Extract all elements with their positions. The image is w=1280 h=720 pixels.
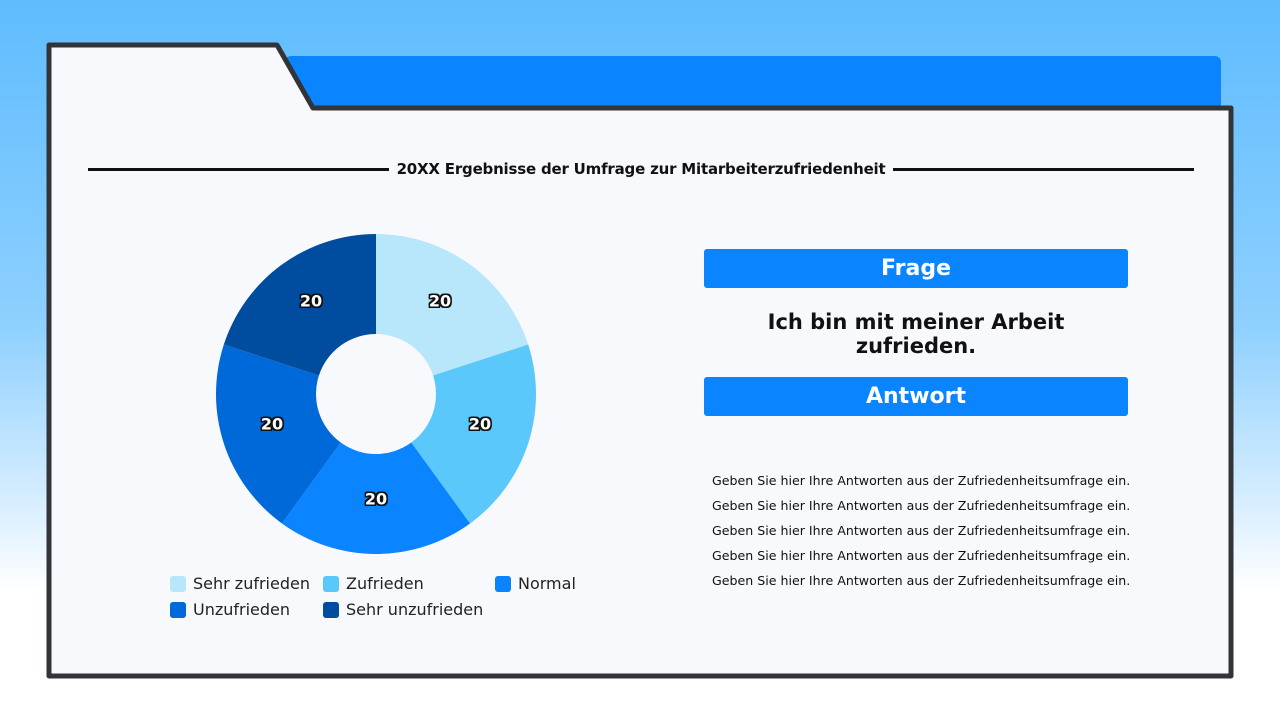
- answer-line: Geben Sie hier Ihre Antworten aus der Zu…: [712, 498, 1131, 513]
- legend-label: Sehr unzufrieden: [346, 600, 484, 619]
- legend-item-zufrieden[interactable]: Zufrieden: [323, 574, 424, 593]
- slice-normal[interactable]: [281, 442, 471, 555]
- slice-label-zufrieden: 20: [468, 414, 492, 434]
- answers-list: Geben Sie hier Ihre Antworten aus der Zu…: [712, 472, 1142, 597]
- question-header: Frage: [704, 249, 1128, 288]
- legend-item-normal[interactable]: Normal: [495, 574, 576, 593]
- slice-label-sehr-unzufrieden: 20: [299, 291, 323, 311]
- slice-sehr-zufrieden[interactable]: [376, 234, 529, 376]
- legend-swatch: [323, 601, 339, 618]
- page-title: 20XX Ergebnisse der Umfrage zur Mitarbei…: [396, 160, 886, 178]
- slice-sehr-unzufrieden[interactable]: [223, 234, 376, 376]
- answer-line: Geben Sie hier Ihre Antworten aus der Zu…: [712, 523, 1131, 538]
- slice-unzufrieden[interactable]: [215, 344, 341, 524]
- answer-line: Geben Sie hier Ihre Antworten aus der Zu…: [712, 473, 1131, 488]
- legend-item-unzufrieden[interactable]: Unzufrieden: [170, 600, 290, 619]
- answer-line: Geben Sie hier Ihre Antworten aus der Zu…: [712, 548, 1131, 563]
- legend-swatch: [170, 575, 186, 592]
- slice-label-normal: 20: [364, 489, 388, 509]
- slice-label-sehr-zufrieden: 20: [428, 291, 452, 311]
- legend-label: Sehr zufrieden: [193, 574, 310, 593]
- legend-swatch: [495, 575, 511, 592]
- legend-label: Normal: [518, 574, 576, 593]
- legend-item-sehr-unzufrieden[interactable]: Sehr unzufrieden: [323, 600, 483, 619]
- legend-label: Unzufrieden: [193, 600, 291, 619]
- title-rule-left: [88, 167, 389, 171]
- question-text: Ich bin mit meiner Arbeit zufrieden.: [767, 310, 1065, 358]
- legend-label: Zufrieden: [346, 574, 424, 593]
- legend-item-sehr-zufrieden[interactable]: Sehr zufrieden: [170, 574, 310, 593]
- legend-swatch: [323, 575, 339, 592]
- slice-zufrieden[interactable]: [411, 344, 537, 524]
- slice-label-unzufrieden: 20: [260, 414, 284, 434]
- legend-swatch: [170, 601, 186, 618]
- donut-chart: 20 20 20 20 20: [215, 233, 537, 555]
- answer-line: Geben Sie hier Ihre Antworten aus der Zu…: [712, 573, 1131, 588]
- title-rule-right: [893, 167, 1195, 171]
- answer-header: Antwort: [704, 377, 1128, 416]
- title-row: 20XX Ergebnisse der Umfrage zur Mitarbei…: [88, 158, 1195, 180]
- donut-chart-svg: [215, 234, 537, 555]
